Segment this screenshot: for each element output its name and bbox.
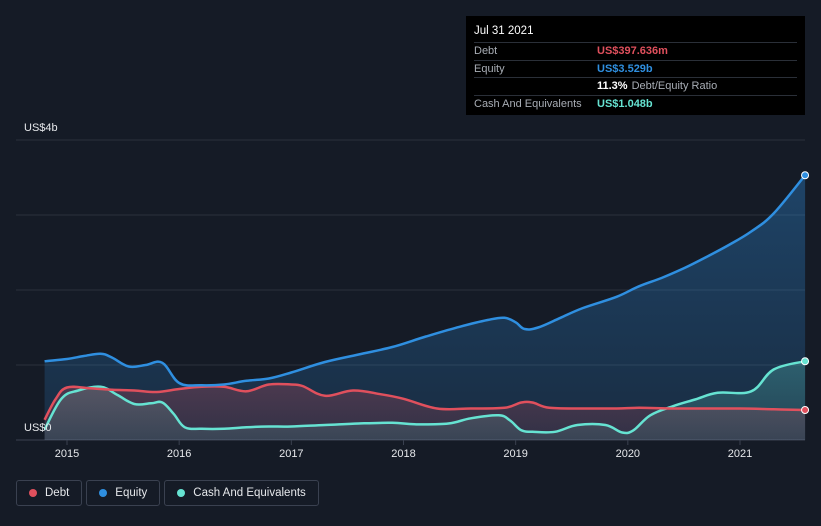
tooltip-ratio-row: 11.3% Debt/Equity Ratio <box>474 78 797 96</box>
tooltip-equity-label: Equity <box>474 62 505 75</box>
cash-line <box>43 360 806 435</box>
tooltip-cash-row: Cash And Equivalents US$1.048b <box>474 96 797 113</box>
tooltip-ratio-value: 11.3% <box>597 80 628 92</box>
legend-debt-label: Debt <box>45 487 70 499</box>
debt-end-marker <box>801 406 810 414</box>
debt-line <box>43 382 806 421</box>
x-tick-label-2018: 2018 <box>391 448 415 460</box>
tooltip-ratio-label: Debt/Equity Ratio <box>631 80 718 92</box>
legend-cash-dot <box>177 489 186 497</box>
x-tick-label-2016: 2016 <box>167 448 191 460</box>
x-tick-label-2019: 2019 <box>503 448 527 460</box>
tooltip-cash-label: Cash And Equivalents <box>474 97 582 110</box>
tooltip-debt-label: Debt <box>474 45 498 57</box>
equity-end-marker <box>801 171 810 180</box>
debt-area <box>44 383 806 440</box>
series-areas <box>44 175 806 441</box>
data-tooltip: Jul 31 2021 Debt US$397.636m Equity US$3… <box>466 16 805 115</box>
tooltip-debt-value: US$397.636m <box>597 45 668 57</box>
x-axis: 2015 2016 2017 2018 2019 2020 2021 <box>55 440 752 460</box>
legend-item-equity[interactable]: Equity <box>86 480 161 506</box>
series-lines <box>43 174 807 435</box>
legend-cash-label: Cash And Equivalents <box>193 487 306 499</box>
equity-area <box>44 175 806 441</box>
x-tick-label-2015: 2015 <box>55 448 79 460</box>
legend-equity-label: Equity <box>115 487 148 499</box>
tooltip-equity-value: US$3.529b <box>597 62 653 75</box>
x-tick-label-2020: 2020 <box>616 448 640 460</box>
legend-item-cash[interactable]: Cash And Equivalents <box>164 480 319 506</box>
tooltip-date: Jul 31 2021 <box>474 23 797 43</box>
chart-legend: Debt Equity Cash And Equivalents <box>16 480 319 506</box>
cash-end-marker <box>801 357 810 366</box>
legend-debt-dot <box>29 489 37 497</box>
tooltip-equity-row: Equity US$3.529b <box>474 61 797 78</box>
legend-equity-dot <box>99 489 108 497</box>
x-tick-label-2017: 2017 <box>279 448 303 460</box>
x-tick-label-2021: 2021 <box>728 448 752 460</box>
y-axis-bottom-label: US$0 <box>24 422 52 434</box>
tooltip-debt-row: Debt US$397.636m <box>474 43 797 61</box>
legend-item-debt[interactable]: Debt <box>16 480 83 506</box>
series-end-markers <box>801 171 810 414</box>
tooltip-cash-value: US$1.048b <box>597 97 653 110</box>
y-axis-top-label: US$4b <box>24 122 58 134</box>
equity-line <box>44 174 807 387</box>
